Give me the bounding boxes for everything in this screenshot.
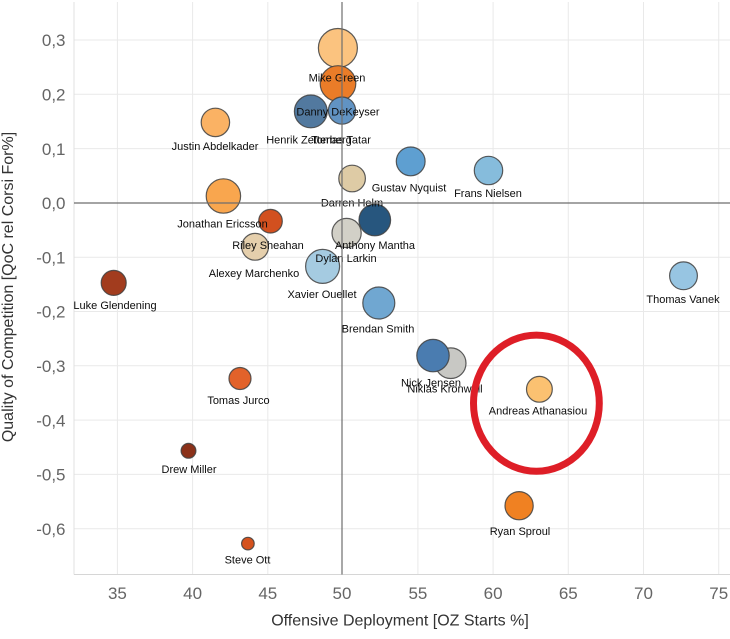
svg-text:Jonathan Ericsson: Jonathan Ericsson bbox=[177, 218, 268, 230]
svg-text:0,3: 0,3 bbox=[42, 31, 66, 50]
svg-text:Danny DeKeyser: Danny DeKeyser bbox=[296, 106, 379, 118]
svg-text:Steve Ott: Steve Ott bbox=[225, 555, 271, 567]
svg-text:-0,3: -0,3 bbox=[36, 357, 65, 376]
svg-text:Mike Green: Mike Green bbox=[309, 73, 366, 85]
svg-text:Tomas Jurco: Tomas Jurco bbox=[207, 395, 269, 407]
svg-text:0,0: 0,0 bbox=[42, 194, 66, 213]
svg-text:Dylan Larkin: Dylan Larkin bbox=[315, 253, 376, 265]
svg-text:35: 35 bbox=[108, 584, 127, 603]
svg-text:Riley Sheahan: Riley Sheahan bbox=[232, 240, 304, 252]
svg-text:65: 65 bbox=[559, 584, 578, 603]
svg-text:45: 45 bbox=[258, 584, 277, 603]
svg-text:Thomas Vanek: Thomas Vanek bbox=[646, 294, 720, 306]
svg-text:Quality of Competition [QoC re: Quality of Competition [QoC rel Corsi Fo… bbox=[0, 132, 17, 442]
svg-text:Niklas Kronwall: Niklas Kronwall bbox=[407, 383, 482, 395]
svg-text:Ryan Sproul: Ryan Sproul bbox=[490, 526, 551, 538]
svg-text:Drew Miller: Drew Miller bbox=[162, 464, 217, 476]
svg-text:Gustav Nyquist: Gustav Nyquist bbox=[372, 182, 447, 194]
svg-text:-0,4: -0,4 bbox=[36, 411, 65, 430]
svg-text:50: 50 bbox=[333, 584, 352, 603]
svg-text:60: 60 bbox=[484, 584, 503, 603]
svg-text:40: 40 bbox=[183, 584, 202, 603]
svg-text:-0,1: -0,1 bbox=[36, 248, 65, 267]
svg-text:Tomas Tatar: Tomas Tatar bbox=[311, 135, 371, 147]
svg-text:Nick Jensen: Nick Jensen bbox=[401, 377, 461, 389]
svg-text:Luke Glendening: Luke Glendening bbox=[73, 300, 156, 312]
svg-text:-0,5: -0,5 bbox=[36, 466, 65, 485]
svg-text:Justin Abdelkader: Justin Abdelkader bbox=[172, 141, 259, 153]
svg-text:0,2: 0,2 bbox=[42, 86, 66, 105]
svg-text:Frans Nielsen: Frans Nielsen bbox=[454, 188, 522, 200]
svg-text:Xavier Ouellet: Xavier Ouellet bbox=[287, 289, 356, 301]
svg-text:70: 70 bbox=[634, 584, 653, 603]
svg-text:Andreas Athanasiou: Andreas Athanasiou bbox=[489, 406, 587, 418]
svg-text:Brendan Smith: Brendan Smith bbox=[342, 324, 415, 336]
svg-text:Alexey Marchenko: Alexey Marchenko bbox=[209, 268, 300, 280]
svg-text:0,1: 0,1 bbox=[42, 140, 66, 159]
svg-text:Offensive Deployment [OZ Start: Offensive Deployment [OZ Starts %] bbox=[271, 613, 529, 630]
svg-text:Henrik Zetterberg: Henrik Zetterberg bbox=[266, 135, 352, 147]
svg-text:Anthony Mantha: Anthony Mantha bbox=[335, 240, 416, 252]
svg-text:-0,6: -0,6 bbox=[36, 520, 65, 539]
svg-text:Darren Helm: Darren Helm bbox=[321, 198, 383, 210]
svg-text:55: 55 bbox=[408, 584, 427, 603]
svg-text:-0,2: -0,2 bbox=[36, 303, 65, 322]
svg-text:75: 75 bbox=[709, 584, 728, 603]
